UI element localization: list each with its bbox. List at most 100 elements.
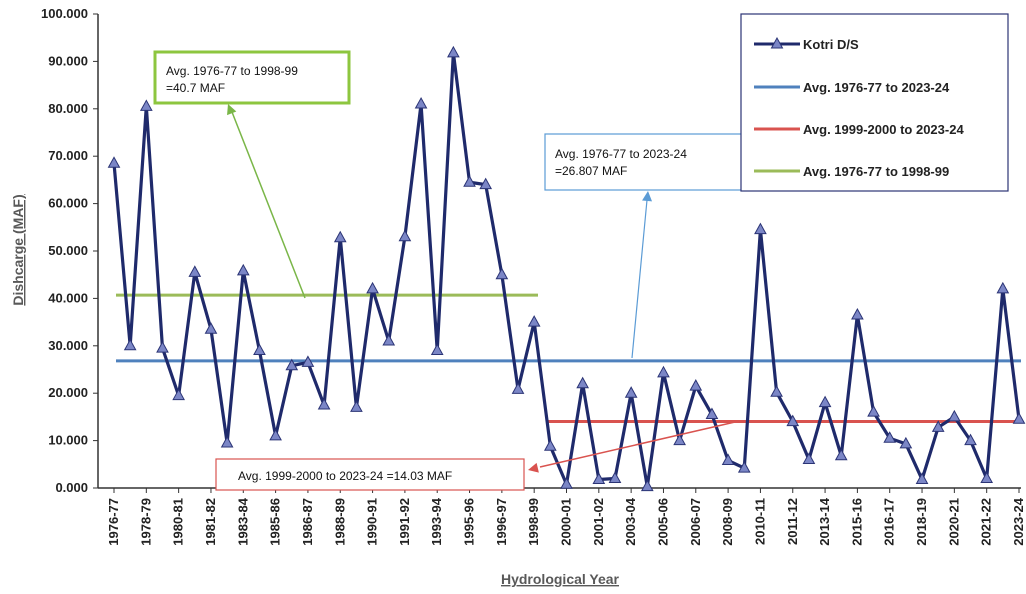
kotri-data-point <box>657 365 670 378</box>
y-tick-label: 20.000 <box>48 385 88 400</box>
x-tick-label: 1981-82 <box>203 498 218 546</box>
x-tick-label: 1995-96 <box>462 498 477 546</box>
x-tick-label: 1998-99 <box>526 498 541 546</box>
kotri-data-point <box>317 398 331 410</box>
kotri-data-point <box>640 479 654 492</box>
annotation-arrow-line <box>539 421 736 468</box>
y-tick-label: 40.000 <box>48 290 88 305</box>
kotri-data-point <box>608 471 622 484</box>
kotri-data-point <box>964 433 977 446</box>
x-tick-label: 2003-04 <box>623 497 638 545</box>
y-tick-label: 70.000 <box>48 148 88 163</box>
kotri-data-point <box>236 263 250 276</box>
x-tick-label: 1983-84 <box>235 497 250 545</box>
legend-label: Avg. 1976-77 to 1998-99 <box>803 164 949 179</box>
kotri-data-point <box>980 471 994 484</box>
x-tick-label: 2006-07 <box>688 498 703 546</box>
kotri-data-point <box>576 376 590 389</box>
kotri-data-point <box>737 461 751 473</box>
legend-label: Avg. 1999-2000 to 2023-24 <box>803 122 964 137</box>
x-tick-label: 1993-94 <box>429 497 444 545</box>
x-tick-label: 2001-02 <box>591 498 606 546</box>
x-tick-label: 2010-11 <box>752 498 767 545</box>
kotri-data-point <box>382 334 396 346</box>
x-tick-label: 1990-91 <box>365 498 380 546</box>
kotri-data-point <box>495 267 509 280</box>
annotations: Avg. 1976-77 to 1998-99 =40.7 MAF Avg. 197… <box>153 50 746 491</box>
y-tick-label: 100.000 <box>41 6 88 21</box>
x-tick-label: 2015-16 <box>849 498 864 546</box>
annotation-text: Avg. 1999-2000 to 2023-24 =14.03 MAF <box>238 469 452 483</box>
x-tick-label: 1976-77 <box>106 498 121 546</box>
kotri-data-point <box>123 338 137 351</box>
kotri-data-point <box>333 230 347 243</box>
kotri-data-point <box>543 439 557 451</box>
annotation-arrow-head <box>642 191 653 202</box>
kotri-data-point <box>948 409 961 422</box>
kotri-data-point <box>721 453 735 466</box>
x-tick-label: 2020-21 <box>946 498 961 546</box>
annotation-text: Avg. 1976-77 to 2023-24 <box>555 147 687 161</box>
annotation-box-late-avg <box>215 458 525 491</box>
annotation-text: =26.807 MAF <box>555 164 627 178</box>
kotri-data-point <box>172 388 185 401</box>
kotri-data-point <box>786 414 800 427</box>
kotri-data-point <box>592 472 606 484</box>
x-tick-label: 2000-01 <box>559 498 574 546</box>
x-tick-label: 2013-14 <box>817 497 832 545</box>
kotri-data-point <box>1012 412 1026 424</box>
y-tick-label: 30.000 <box>48 338 88 353</box>
x-tick-label: 1991-92 <box>397 498 412 546</box>
annotation-arrow-head <box>227 104 237 116</box>
kotri-data-point <box>754 222 767 235</box>
kotri-data-point <box>818 395 832 408</box>
kotri-data-point <box>188 265 202 277</box>
y-axis-title: Dishcarge (MAF) <box>10 194 26 305</box>
kotri-data-point <box>366 281 379 294</box>
x-tick-label: 2023-24 <box>1011 497 1026 545</box>
kotri-data-point <box>996 281 1010 294</box>
kotri-data-point <box>285 358 299 371</box>
kotri-data-point <box>511 382 525 394</box>
annotation-arrow-line <box>231 111 306 299</box>
kotri-data-point <box>220 435 234 448</box>
y-tick-label: 10.000 <box>48 433 88 448</box>
kotri-data-point <box>430 343 444 356</box>
kotri-data-point <box>479 177 493 190</box>
y-tick-label: 0.000 <box>55 480 88 495</box>
x-tick-label: 2021-22 <box>979 498 994 546</box>
annotation-text: =40.7 MAF <box>166 81 225 95</box>
kotri-data-point <box>107 156 121 168</box>
kotri-data-point <box>139 99 153 111</box>
kotri-data-point <box>915 472 929 484</box>
kotri-data-point <box>705 407 719 420</box>
kotri-data-point <box>414 97 428 109</box>
x-tick-label: 1988-89 <box>332 498 347 546</box>
x-tick-label: 1996-97 <box>494 498 509 546</box>
x-tick-label: 2016-17 <box>882 498 897 546</box>
x-tick-label: 1980-81 <box>171 498 186 546</box>
kotri-data-point <box>770 385 783 397</box>
kotri-data-point <box>350 400 363 412</box>
kotri-data-point <box>834 448 848 461</box>
legend-marker <box>770 36 784 49</box>
kotri-data-point <box>560 477 573 489</box>
kotri-data-point <box>301 355 315 367</box>
kotri-data-point <box>673 433 686 446</box>
kotri-data-point <box>447 45 460 58</box>
x-tick-label: 1978-79 <box>138 498 153 546</box>
kotri-data-point <box>398 229 412 242</box>
legend-label: Avg. 1976-77 to 2023-24 <box>803 80 950 95</box>
kotri-data-point <box>204 322 218 334</box>
x-tick-label: 2005-06 <box>655 498 670 546</box>
annotation-box-early-avg <box>153 50 351 105</box>
kotri-data-point <box>851 307 864 320</box>
kotri-data-point <box>463 175 476 187</box>
y-tick-label: 60.000 <box>48 196 88 211</box>
kotri-data-point <box>899 436 913 449</box>
annotation-arrow-line <box>631 199 648 359</box>
x-tick-label: 2018-19 <box>914 498 929 546</box>
kotri-data-point <box>867 405 880 417</box>
annotation-box-overall-avg <box>544 133 746 191</box>
